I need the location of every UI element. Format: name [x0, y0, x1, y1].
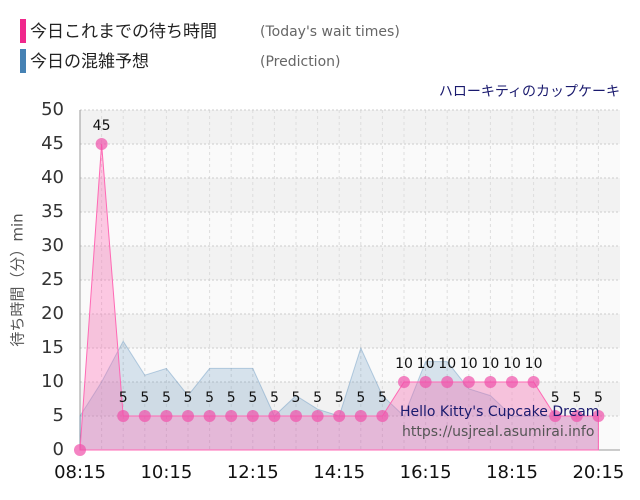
y-tick-label: 45 — [41, 133, 64, 154]
marker — [506, 376, 518, 388]
band — [80, 178, 620, 212]
marker — [138, 410, 151, 422]
y-tick-label: 20 — [41, 303, 64, 324]
data-label: 10 — [395, 356, 413, 372]
x-tick-label: 20:15 — [572, 462, 624, 483]
marker — [419, 376, 432, 388]
data-label: 5 — [594, 390, 603, 406]
y-tick-label: 30 — [41, 235, 64, 256]
marker — [117, 410, 130, 422]
y-tick-label: 15 — [41, 337, 64, 358]
marker — [203, 410, 216, 422]
band — [80, 212, 620, 246]
x-tick-label: 08:15 — [54, 462, 106, 483]
band — [80, 416, 620, 450]
marker — [268, 410, 281, 422]
band — [80, 246, 620, 280]
y-axis-label: 待ち時間（分）min — [9, 213, 27, 346]
data-label: 5 — [184, 390, 193, 406]
data-label: 5 — [270, 390, 279, 406]
y-tick-label: 10 — [41, 371, 64, 392]
marker — [246, 410, 259, 422]
x-tick-label: 12:15 — [227, 462, 279, 483]
data-label: 5 — [292, 390, 301, 406]
legend-swatch — [20, 19, 26, 43]
band — [80, 382, 620, 416]
marker — [182, 410, 194, 422]
data-label: 5 — [205, 390, 214, 406]
band — [80, 348, 620, 382]
data-label: 5 — [335, 390, 344, 406]
marker — [290, 410, 302, 422]
band — [80, 280, 620, 314]
legend-label-en: (Prediction) — [260, 54, 340, 70]
y-tick-label: 50 — [41, 99, 64, 120]
marker — [441, 376, 454, 388]
legend-label-en: (Today's wait times) — [260, 24, 400, 40]
watermark: Hello Kitty's Cupcake Dream — [400, 404, 599, 420]
x-tick-label: 16:15 — [400, 462, 452, 483]
marker — [462, 376, 475, 388]
data-label: 5 — [162, 390, 171, 406]
legend-label: 今日の混雑予想 — [30, 52, 149, 72]
marker — [527, 376, 540, 388]
y-tick-label: 40 — [41, 167, 64, 188]
marker — [398, 376, 410, 388]
marker — [376, 410, 389, 422]
subtitle: ハローキティのカップケーキ — [439, 84, 620, 100]
y-tick-label: 0 — [53, 439, 64, 460]
area — [79, 340, 599, 451]
data-label: 45 — [93, 118, 111, 134]
data-label: 5 — [227, 390, 236, 406]
band — [80, 110, 620, 144]
data-label: 10 — [460, 356, 478, 372]
data-label: 10 — [481, 356, 499, 372]
marker — [74, 444, 86, 456]
x-tick-label: 10:15 — [140, 462, 192, 483]
marker — [225, 410, 238, 422]
legend-swatch — [20, 49, 26, 73]
data-label: 10 — [438, 356, 456, 372]
data-label: 10 — [503, 356, 521, 372]
watermark: https://usjreal.asumirai.info — [402, 424, 594, 440]
y-tick-label: 25 — [41, 269, 64, 290]
data-label: 5 — [313, 390, 322, 406]
band — [80, 144, 620, 178]
marker — [354, 410, 367, 422]
data-label: 5 — [551, 390, 560, 406]
marker — [311, 410, 324, 422]
y-tick-label: 5 — [53, 405, 64, 426]
marker — [592, 410, 605, 422]
marker — [549, 410, 562, 422]
y-tick-label: 35 — [41, 201, 64, 222]
marker — [333, 410, 346, 422]
marker — [160, 410, 173, 422]
data-label: 5 — [572, 390, 581, 406]
data-label: 5 — [378, 390, 387, 406]
data-label: 5 — [356, 390, 365, 406]
data-label: 10 — [525, 356, 543, 372]
marker — [95, 138, 108, 150]
marker — [484, 376, 497, 388]
data-label: 5 — [140, 390, 149, 406]
legend-label: 今日これまでの待ち時間 — [30, 22, 217, 42]
data-label: 5 — [119, 390, 128, 406]
marker — [570, 410, 583, 422]
x-tick-label: 14:15 — [313, 462, 365, 483]
band — [80, 314, 620, 348]
data-label: 5 — [248, 390, 257, 406]
data-label: 10 — [417, 356, 435, 372]
x-tick-label: 18:15 — [486, 462, 538, 483]
